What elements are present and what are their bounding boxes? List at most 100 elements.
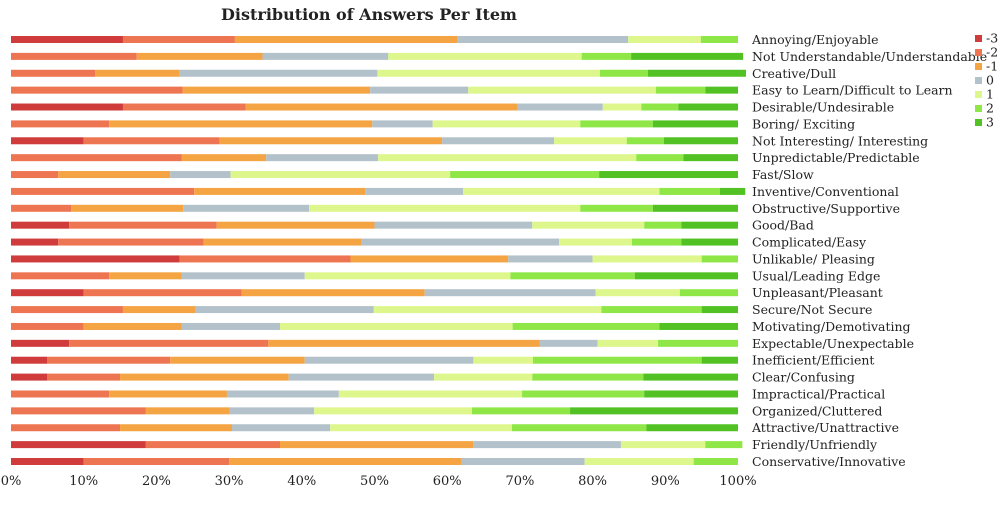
bar-annoying-enjoyable-2 (700, 36, 738, 43)
bar-easy-to-learn-difficult-to-learn--2 (11, 86, 183, 94)
bar-secure-not-secure-2 (601, 306, 702, 314)
bar-creative-dull-1 (377, 69, 600, 77)
bar-creative-dull--2 (11, 69, 96, 77)
bar-easy-to-learn-difficult-to-learn-3 (705, 86, 738, 94)
bar-conservative-innovative--1 (229, 458, 462, 465)
bar-annoying-enjoyable--2 (122, 36, 235, 43)
bar-unpredictable-predictable-3 (683, 154, 738, 162)
bar-expectable-unexpectable--2 (69, 339, 269, 347)
bar-unpleasant-pleasant--2 (83, 289, 242, 297)
bar-motivating-demotivating-2 (512, 322, 660, 330)
bar-friendly-unfriendly-1 (620, 441, 706, 449)
bar-unpredictable-predictable--1 (181, 154, 267, 162)
chart-title: Distribution of Answers Per Item (221, 5, 517, 24)
legend-label: -1 (986, 59, 998, 74)
legend-swatch--3 (975, 35, 982, 42)
bar-inventive-conventional-0 (365, 187, 464, 195)
bar-clear-confusing-1 (434, 373, 533, 381)
bar-complicated-easy--3 (11, 238, 59, 246)
bar-impractical-practical-3 (644, 390, 738, 398)
bar-not-interesting-interesting--3 (11, 137, 84, 145)
category-label: Clear/Confusing (752, 370, 855, 385)
bar-impractical-practical-1 (338, 390, 523, 398)
x-tick-label: 80% (578, 474, 607, 489)
bar-good-bad-1 (532, 221, 645, 229)
bar-inefficient-efficient-0 (304, 356, 474, 364)
bar-creative-dull-0 (179, 69, 378, 77)
legend-label: 2 (986, 101, 994, 116)
bar-unpleasant-pleasant--3 (11, 289, 84, 297)
legend-swatch-3 (975, 119, 982, 126)
category-label: Boring/ Exciting (752, 116, 855, 131)
category-label: Secure/Not Secure (752, 302, 872, 317)
bar-boring-exciting-3 (652, 120, 738, 128)
bar-organized-cluttered--2 (11, 407, 146, 415)
bar-clear-confusing--2 (47, 373, 121, 381)
bar-unpredictable-predictable-0 (266, 154, 379, 162)
bar-secure-not-secure-0 (195, 306, 374, 314)
bar-easy-to-learn-difficult-to-learn--1 (182, 86, 371, 94)
bar-good-bad--3 (11, 221, 70, 229)
bar-conservative-innovative-0 (461, 458, 585, 465)
bar-desirable-undesirable-3 (678, 103, 738, 111)
bar-inefficient-efficient-2 (532, 356, 702, 364)
bar-desirable-undesirable-0 (516, 103, 603, 111)
category-label: Organized/Cluttered (752, 403, 882, 418)
bar-complicated-easy-0 (361, 238, 560, 246)
category-label: Usual/Leading Edge (752, 268, 880, 283)
category-label: Conservative/Innovative (752, 454, 906, 469)
category-labels: Annoying/Enjoyable Not Understandable/Und… (751, 32, 987, 469)
bar-inventive-conventional-2 (659, 187, 720, 195)
bar-boring-exciting--1 (109, 120, 373, 128)
bar-organized-cluttered-1 (314, 407, 472, 415)
bar-unpleasant-pleasant--1 (241, 289, 425, 297)
bar-conservative-innovative--3 (11, 458, 84, 465)
bar-unlikable-pleasing-0 (508, 255, 593, 263)
category-label: Easy to Learn/Difficult to Learn (752, 83, 953, 98)
legend-label: 1 (986, 87, 994, 102)
bar-good-bad-3 (681, 221, 738, 229)
category-label: Unpredictable/Predictable (752, 150, 920, 165)
bar-desirable-undesirable--3 (11, 103, 123, 111)
bar-obstructive-supportive-1 (309, 204, 581, 212)
bar-easy-to-learn-difficult-to-learn-2 (655, 86, 706, 94)
bar-obstructive-supportive-2 (580, 204, 653, 212)
bar-fast-slow-1 (230, 171, 451, 179)
bar-secure-not-secure-3 (701, 306, 738, 314)
bar-unpredictable-predictable-1 (378, 154, 637, 162)
category-label: Unpleasant/Pleasant (752, 285, 883, 300)
legend-swatch--2 (975, 49, 982, 56)
bar-not-interesting-interesting-0 (442, 137, 555, 145)
bar-fast-slow-0 (170, 171, 231, 179)
bar-annoying-enjoyable--3 (11, 36, 123, 43)
bar-usual-leading-edge-0 (181, 272, 305, 280)
x-tick-label: 100% (719, 474, 756, 489)
bar-unpleasant-pleasant-2 (679, 289, 738, 297)
category-label: Friendly/Unfriendly (752, 437, 878, 452)
legend-label: -2 (986, 45, 998, 60)
legend-label: 0 (986, 73, 994, 88)
bar-unpleasant-pleasant-0 (424, 289, 596, 297)
bar-inefficient-efficient--3 (11, 356, 48, 364)
bar-fast-slow--2 (11, 171, 59, 179)
bar-motivating-demotivating-3 (659, 322, 738, 330)
bar-inventive-conventional--2 (11, 187, 195, 195)
bar-not-interesting-interesting--1 (219, 137, 443, 145)
bar-complicated-easy--1 (203, 238, 362, 246)
bar-expectable-unexpectable-0 (539, 339, 598, 347)
bar-friendly-unfriendly-2 (705, 441, 743, 449)
bar-unlikable-pleasing--1 (350, 255, 509, 263)
bar-attractive-unattractive-0 (232, 424, 331, 432)
category-label: Fast/Slow (752, 167, 814, 182)
bar-clear-confusing-3 (643, 373, 738, 381)
bar-expectable-unexpectable-2 (658, 339, 738, 347)
bar-organized-cluttered--1 (145, 407, 230, 415)
bar-creative-dull--1 (95, 69, 180, 77)
bar-unpredictable-predictable--2 (11, 154, 182, 162)
category-label: Unlikable/ Pleasing (752, 251, 875, 266)
bar-friendly-unfriendly--2 (145, 441, 280, 449)
category-label: Motivating/Demotivating (752, 319, 911, 334)
bar-secure-not-secure--2 (11, 306, 123, 314)
bar-not-interesting-interesting--2 (83, 137, 220, 145)
